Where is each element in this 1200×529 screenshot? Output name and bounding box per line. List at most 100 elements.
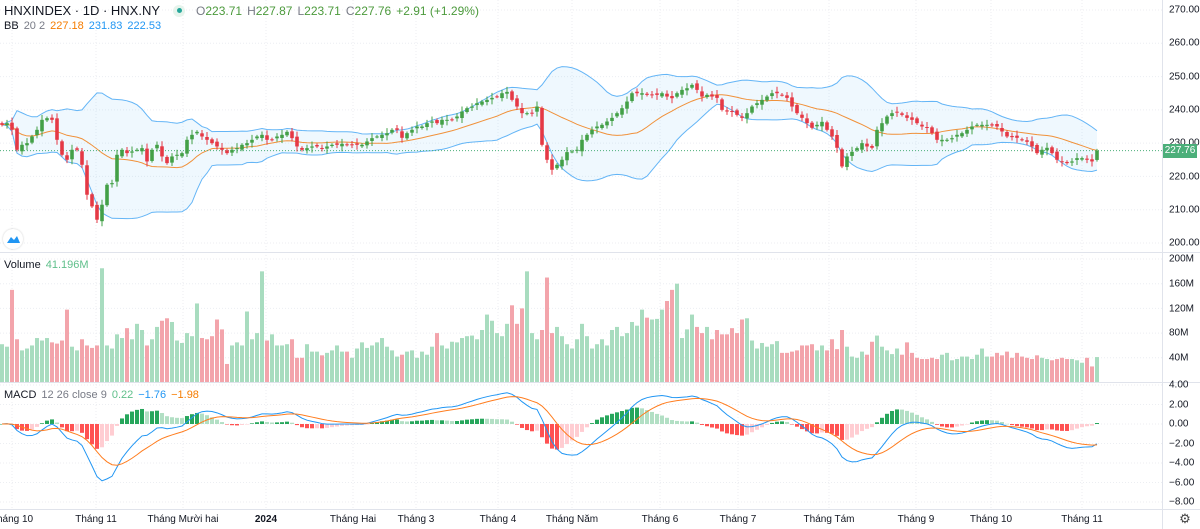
volume-tick: 200M bbox=[1169, 253, 1195, 265]
candle-body bbox=[195, 131, 199, 134]
candle-body bbox=[555, 164, 559, 169]
volume-bar bbox=[45, 338, 49, 383]
volume-bar bbox=[455, 342, 459, 383]
macd-histogram-bar bbox=[260, 421, 264, 424]
macd-histogram-bar bbox=[470, 419, 474, 424]
candle-body bbox=[615, 113, 619, 117]
candle-body bbox=[530, 112, 534, 114]
volume-bar bbox=[565, 344, 569, 383]
candle-body bbox=[825, 122, 829, 130]
volume-bar bbox=[295, 357, 299, 383]
macd-histogram-bar bbox=[810, 424, 814, 434]
candle-body bbox=[485, 99, 489, 103]
macd-histogram-bar bbox=[510, 421, 514, 424]
candle-body bbox=[965, 129, 969, 134]
bb-legend[interactable]: BB 20 2 227.18 231.83 222.53 bbox=[4, 20, 161, 32]
macd-histogram-bar bbox=[275, 422, 279, 424]
volume-bar bbox=[940, 354, 944, 383]
macd-histogram-bar bbox=[235, 424, 239, 426]
macd-legend[interactable]: MACD 12 26 close 9 0.22 −1.76 −1.98 bbox=[4, 389, 199, 401]
macd-histogram-bar bbox=[455, 421, 459, 424]
candle-body bbox=[675, 93, 679, 97]
volume-bar bbox=[985, 356, 989, 383]
symbol-legend[interactable]: HNXINDEX · 1D · HNX.NY O223.71 H227.87 L… bbox=[4, 3, 479, 18]
symbol-title[interactable]: HNXINDEX · 1D · HNX.NY bbox=[4, 3, 161, 18]
macd-params: 12 26 close 9 bbox=[41, 389, 107, 401]
candle-body bbox=[820, 121, 824, 127]
macd-histogram-bar bbox=[695, 422, 699, 424]
candle-body bbox=[655, 93, 659, 95]
macd-histogram-bar bbox=[760, 424, 764, 428]
candle-body bbox=[1005, 131, 1009, 137]
volume-bar bbox=[840, 330, 844, 383]
candle-body bbox=[845, 156, 849, 167]
candle-body bbox=[240, 144, 244, 150]
candle-body bbox=[710, 94, 714, 97]
candle-body bbox=[970, 126, 974, 130]
macd-histogram-bar bbox=[680, 421, 684, 424]
macd-histogram-bar bbox=[735, 424, 739, 436]
bb-lower-value: 222.53 bbox=[127, 20, 162, 32]
volume-bar bbox=[1010, 357, 1014, 383]
macd-histogram-bar bbox=[280, 422, 284, 424]
time-tick: Tháng Năm bbox=[545, 514, 599, 525]
volume-bar bbox=[0, 344, 4, 383]
volume-bar bbox=[1090, 366, 1094, 383]
volume-bar bbox=[175, 340, 179, 383]
macd-histogram-bar bbox=[1070, 424, 1074, 431]
macd-histogram-bar bbox=[450, 421, 454, 424]
volume-bar bbox=[1075, 360, 1079, 383]
candle-body bbox=[405, 133, 409, 139]
macd-histogram-bar bbox=[740, 424, 744, 436]
candle-body bbox=[465, 108, 469, 113]
volume-bar bbox=[600, 339, 604, 383]
macd-histogram-bar bbox=[970, 422, 974, 424]
candle-body bbox=[160, 146, 164, 157]
volume-bar bbox=[75, 350, 79, 383]
macd-histogram-bar bbox=[645, 410, 649, 424]
volume-bar bbox=[275, 345, 279, 383]
tradingview-logo-icon[interactable] bbox=[3, 229, 23, 249]
candle-body bbox=[20, 144, 24, 152]
volume-bar bbox=[520, 308, 524, 383]
candle-body bbox=[1040, 149, 1044, 155]
macd-signal-value: −1.98 bbox=[171, 389, 199, 401]
macd-histogram-bar bbox=[655, 413, 659, 424]
candle-body bbox=[155, 144, 159, 149]
volume-bar bbox=[780, 352, 784, 383]
volume-legend[interactable]: Volume 41.196M bbox=[4, 259, 89, 271]
volume-name: Volume bbox=[4, 259, 41, 271]
macd-histogram-bar bbox=[765, 424, 769, 426]
candle-body bbox=[625, 101, 629, 109]
candle-body bbox=[270, 139, 274, 141]
candle-body bbox=[980, 124, 984, 127]
macd-histogram-bar bbox=[175, 417, 179, 424]
volume-bar bbox=[380, 338, 384, 383]
macd-histogram-bar bbox=[170, 417, 174, 424]
macd-histogram-bar bbox=[110, 424, 114, 436]
candle-body bbox=[30, 136, 34, 143]
bb-name: BB bbox=[4, 20, 19, 32]
settings-gear-icon[interactable]: ⚙ bbox=[1179, 511, 1191, 526]
macd-histogram-bar bbox=[830, 424, 834, 434]
macd-histogram-bar bbox=[675, 420, 679, 424]
volume-bar bbox=[495, 333, 499, 383]
candle-body bbox=[140, 148, 144, 152]
volume-bar bbox=[1005, 351, 1009, 383]
macd-histogram-bar bbox=[905, 410, 909, 424]
macd-tick: −4.00 bbox=[1169, 457, 1195, 469]
time-tick: Tháng 3 bbox=[397, 514, 435, 525]
bollinger-bands bbox=[0, 66, 1162, 220]
macd-histogram-bar bbox=[1065, 424, 1069, 431]
volume-bar bbox=[285, 344, 289, 383]
volume-bar bbox=[60, 340, 64, 383]
macd-histogram-bar bbox=[1045, 424, 1049, 430]
macd-histogram-bar bbox=[155, 410, 159, 424]
macd-histogram-bar bbox=[755, 424, 759, 430]
candle-body bbox=[185, 139, 189, 154]
macd-histogram-bar bbox=[545, 424, 549, 444]
candle-body bbox=[540, 108, 544, 145]
candle-body bbox=[200, 133, 204, 137]
volume-bar bbox=[435, 333, 439, 383]
